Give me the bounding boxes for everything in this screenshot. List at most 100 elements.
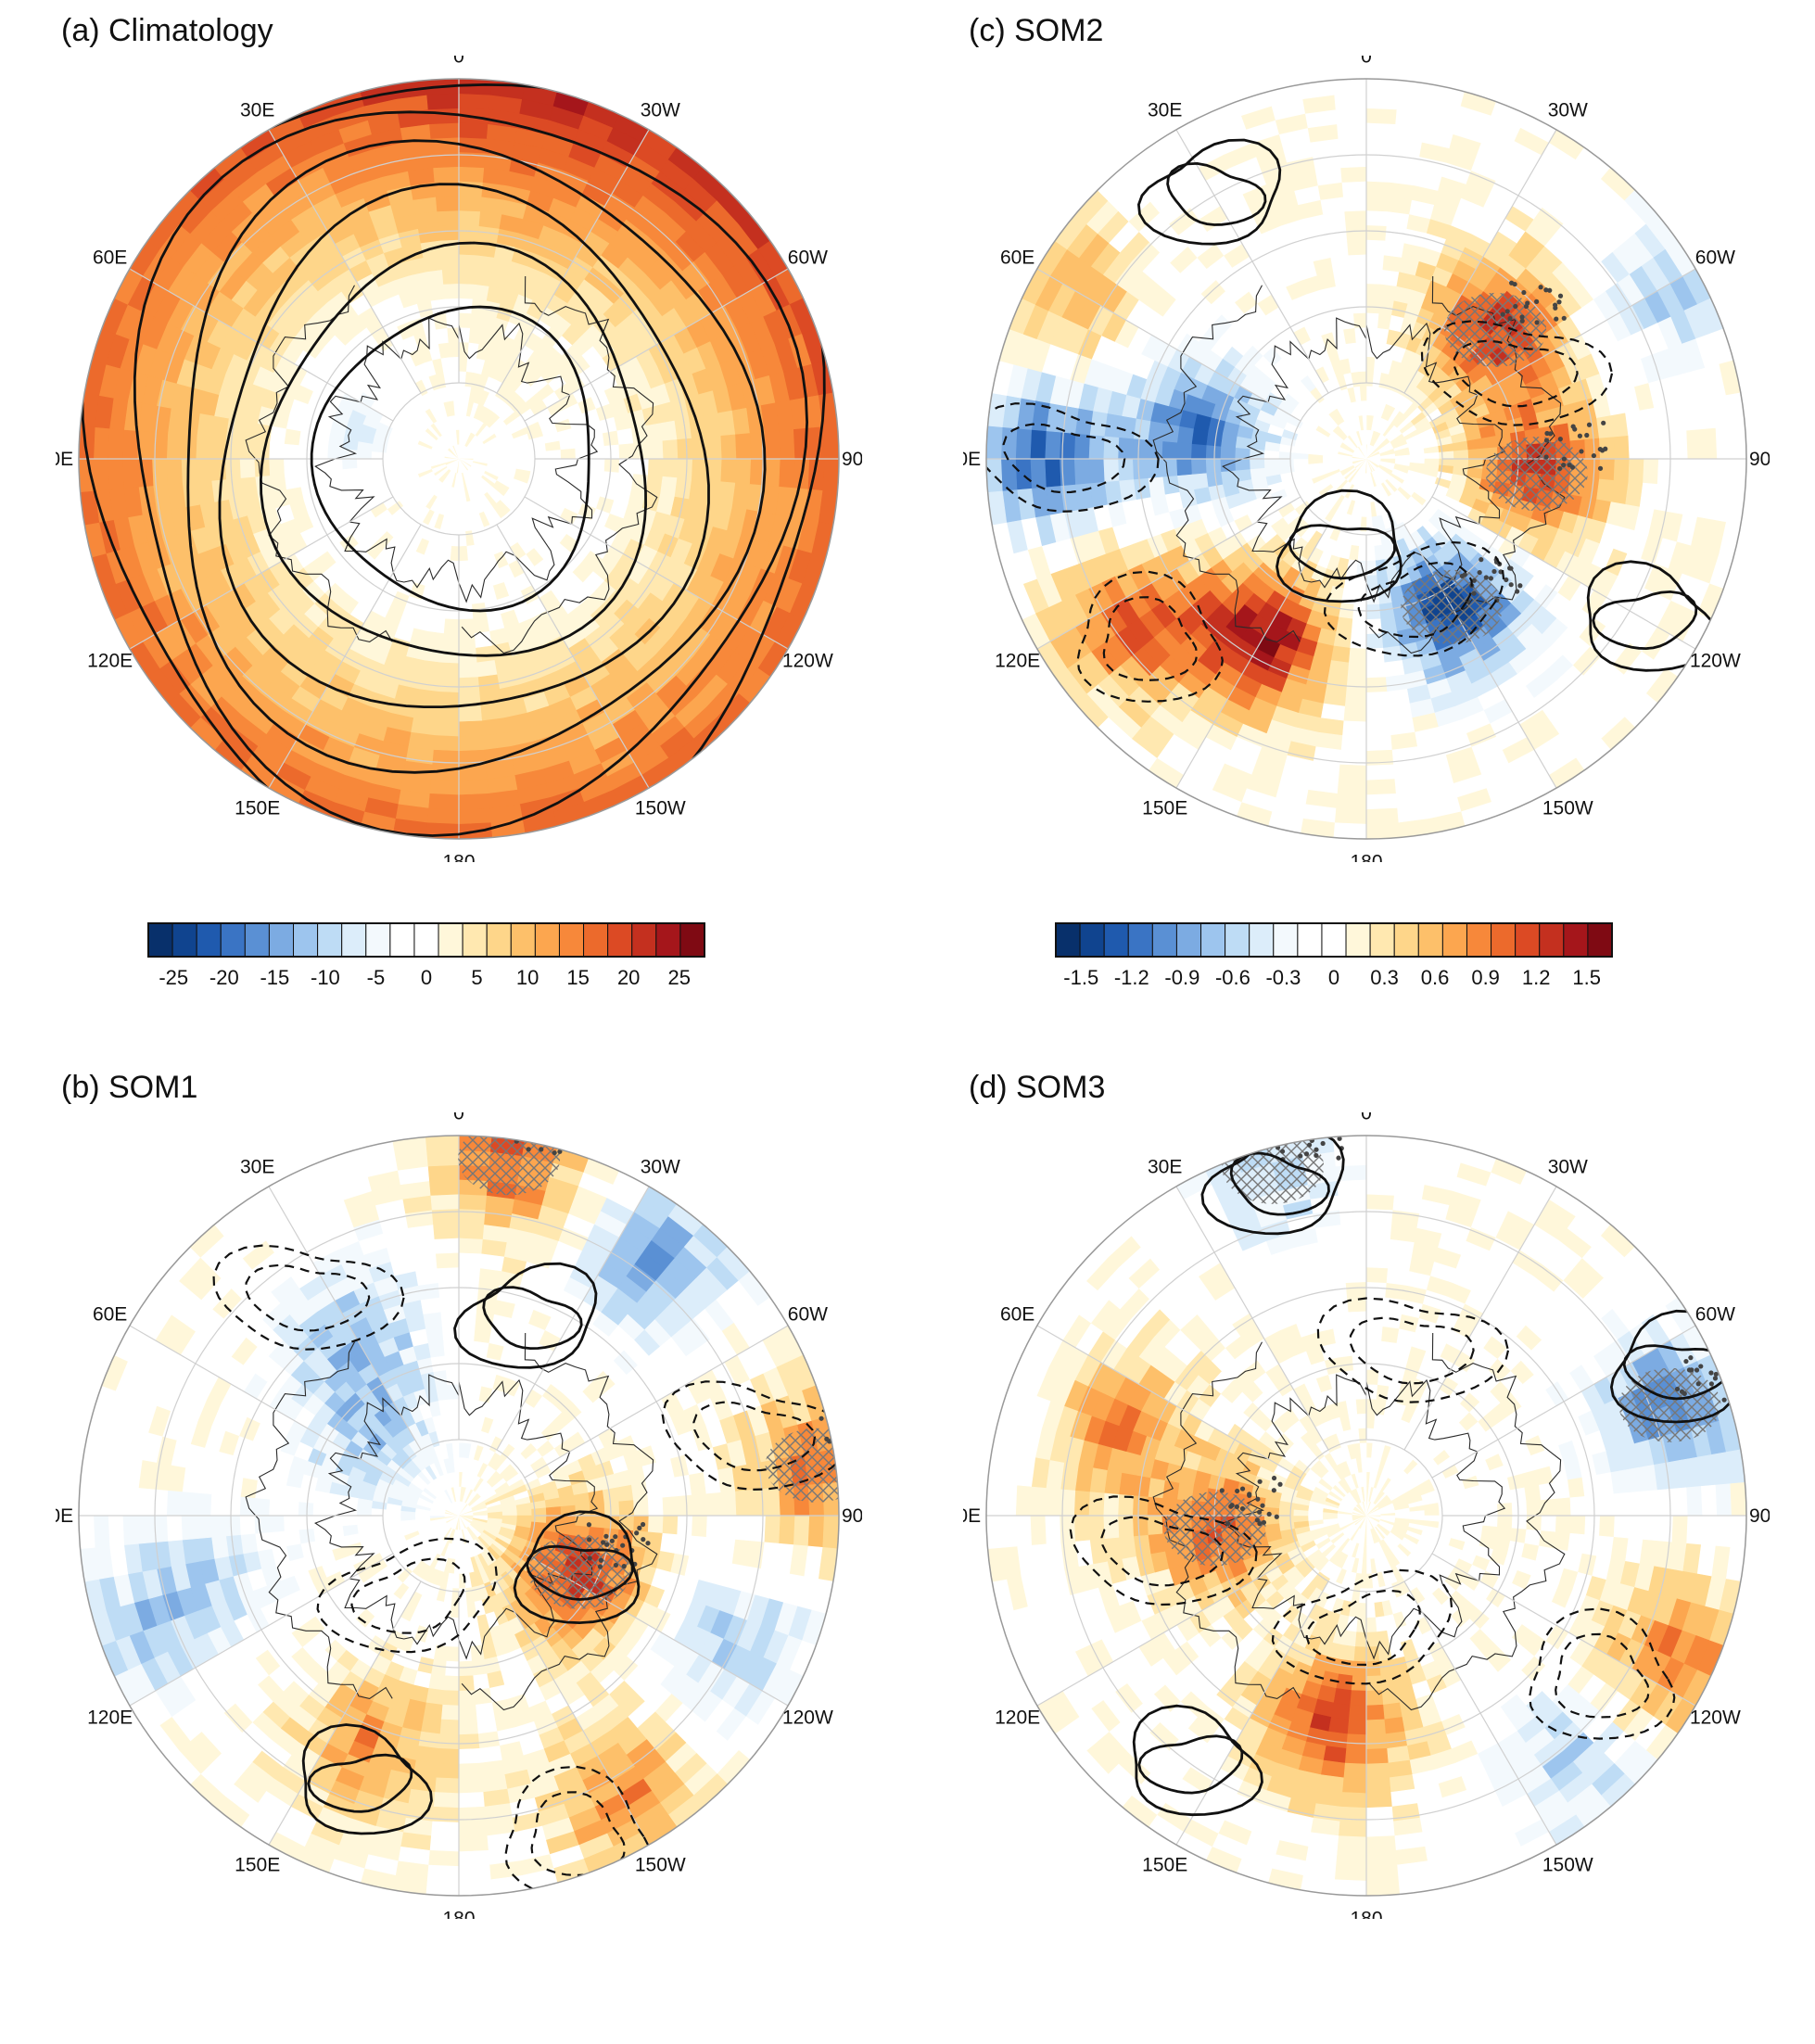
grid-cell <box>517 1509 534 1516</box>
stipple-dot <box>1587 423 1592 427</box>
colorbar-tick-label: -0.6 <box>1215 966 1250 989</box>
longitude-label: 60E <box>1000 248 1034 269</box>
grid-cell <box>1453 450 1470 459</box>
stipple-dot <box>1544 454 1549 459</box>
longitude-label: 150W <box>635 797 686 819</box>
colorbar-cell <box>584 923 608 957</box>
longitude-label: 30W <box>1548 100 1588 121</box>
grid-cell <box>459 517 465 534</box>
colorbar-cell <box>1298 923 1322 957</box>
grid-cell <box>1360 384 1366 400</box>
stipple-dot <box>1558 294 1563 298</box>
colorbar-cell <box>632 923 656 957</box>
colorbar-cell <box>487 923 511 957</box>
polar-map: 030W60W90W120W150W180150E120E90E60E30E <box>56 1112 862 1919</box>
longitude-label: 30E <box>240 100 274 121</box>
colorbar-tick-label: 25 <box>667 966 690 989</box>
panel-climatology: (a) Climatology 030W60W90W120W150W180150… <box>0 0 908 987</box>
longitude-label: 60W <box>788 248 828 269</box>
colorbar-tick-label: -25 <box>159 966 188 989</box>
grid-cell <box>1357 355 1366 372</box>
panel-som2: (c) SOM2 030W60W90W120W150W180150E120E90… <box>908 0 1815 987</box>
colorbar-tick-label: 0.3 <box>1370 966 1399 989</box>
longitude-label: 180 <box>442 852 475 862</box>
colorbar-cell <box>438 923 463 957</box>
stipple-dot <box>1556 299 1561 304</box>
longitude-label: 0 <box>1361 56 1372 67</box>
hatch-region <box>1401 570 1503 644</box>
stipple-dot <box>1520 319 1525 324</box>
longitude-label: 30E <box>1148 100 1182 121</box>
stipple-dot <box>1521 290 1526 295</box>
colorbar-cell <box>172 923 197 957</box>
colorbar-tick-label: 1.2 <box>1522 966 1551 989</box>
colorbar-cell <box>680 923 704 957</box>
longitude-label: 60W <box>1695 248 1735 269</box>
stipple-dot <box>1553 306 1557 311</box>
stipple-dot <box>1562 316 1567 321</box>
stipple-dot <box>1534 320 1539 324</box>
grid-cell <box>355 1516 372 1525</box>
stipple-dot <box>1491 569 1496 574</box>
longitude-label: 120W <box>1690 650 1741 671</box>
grid-cell <box>1425 452 1441 459</box>
colorbar-cell <box>318 923 342 957</box>
colorbar-cell <box>1466 923 1491 957</box>
colorbar-cell <box>269 923 293 957</box>
colorbar-cell <box>1540 923 1564 957</box>
colorbar-tick-label: 10 <box>516 966 539 989</box>
colorbar-cell <box>1588 923 1612 957</box>
colorbar-cell <box>294 923 318 957</box>
colorbar-cell <box>1322 923 1346 957</box>
longitude-label: 120E <box>995 650 1040 671</box>
panel-title: (a) Climatology <box>61 13 273 49</box>
colorbar-cell <box>463 923 487 957</box>
stipple-dot <box>1534 299 1539 304</box>
colorbar-tick-label: 1.5 <box>1572 966 1601 989</box>
colorbar-cell <box>197 923 221 957</box>
colorbar-cell <box>414 923 438 957</box>
stipple-dot <box>1557 466 1562 471</box>
stipple-dot <box>1547 288 1552 293</box>
stipple-dot <box>1508 566 1513 571</box>
colorbar-cell <box>1346 923 1370 957</box>
colorbar-cell <box>1564 923 1588 957</box>
longitude-label: 150W <box>1542 797 1593 819</box>
grid-cell <box>450 1412 459 1428</box>
hatch-region <box>1486 437 1588 511</box>
colorbar-tick-label: -10 <box>311 966 340 989</box>
stipple-dot <box>1515 589 1519 593</box>
colorbar-tick-label: -15 <box>260 966 289 989</box>
colorbar-cell <box>1080 923 1104 957</box>
colorbar-tick-label: -0.3 <box>1265 966 1301 989</box>
colorbar-cell <box>1225 923 1250 957</box>
stipple-dot <box>1501 312 1505 317</box>
grid-cell <box>517 452 534 459</box>
longitude-label: 30W <box>641 100 680 121</box>
colorbar-cell <box>1128 923 1152 957</box>
stipple-dot <box>1507 316 1512 321</box>
stipple-dot <box>1558 437 1563 441</box>
colorbar-tick-label: -1.5 <box>1063 966 1098 989</box>
stipple-dot <box>1539 285 1543 289</box>
colorbar-cell <box>608 923 632 957</box>
longitude-label: 90E <box>963 449 981 470</box>
stipple-dot <box>1524 304 1529 309</box>
colorbar-cell <box>390 923 414 957</box>
panel-title: (b) SOM1 <box>61 1070 197 1106</box>
longitude-label: 120W <box>782 650 833 671</box>
panel-title: (c) SOM2 <box>969 13 1103 49</box>
stipple-dot <box>1471 591 1476 596</box>
colorbar-tick-label: 0 <box>1328 966 1339 989</box>
colorbar-cell <box>1104 923 1128 957</box>
colorbar-cell <box>535 923 559 957</box>
stipple-dot <box>1578 434 1582 438</box>
stipple-dot <box>1484 575 1489 579</box>
colorbar-cell <box>1442 923 1466 957</box>
stipple-dot <box>1513 304 1517 309</box>
longitude-label: 120E <box>87 650 133 671</box>
colorbar-cell <box>559 923 583 957</box>
longitude-label: 150E <box>1142 797 1187 819</box>
